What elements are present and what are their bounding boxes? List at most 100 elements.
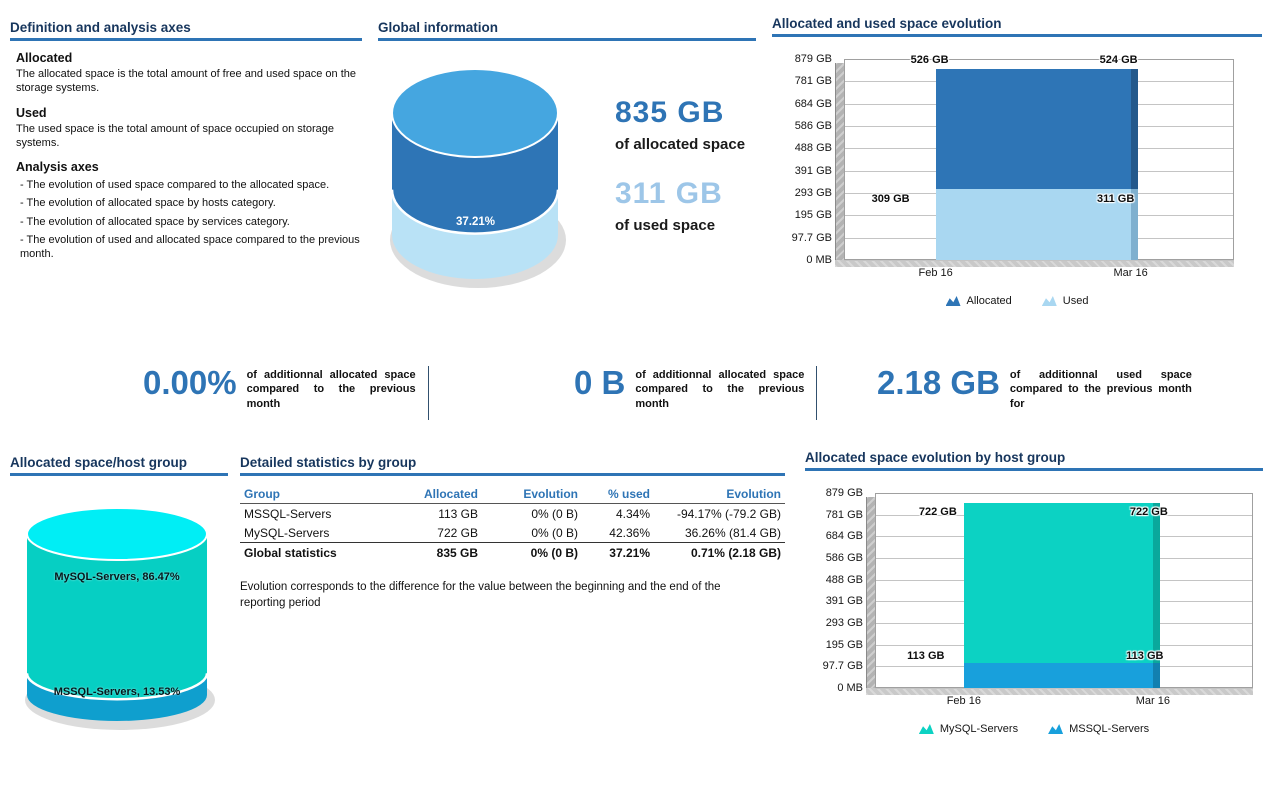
host-evolution-chart-title: Allocated space evolution by host group <box>805 450 1263 471</box>
table-row: MySQL-Servers 722 GB 0% (0 B) 42.36% 36.26% … <box>240 523 785 543</box>
series-block-mssql-servers <box>963 662 1153 688</box>
table-column-header: Allocated <box>382 484 482 504</box>
y-axis-tick-label: 195 GB <box>825 638 863 651</box>
analysis-axes-list: - The evolution of used space compared t… <box>10 178 362 261</box>
chart-left-wall-3d <box>866 497 875 695</box>
legend-label: Allocated <box>966 295 1012 307</box>
legend-item: MySQL-Servers <box>918 723 1018 735</box>
y-axis-tick-label: 391 GB <box>794 164 832 177</box>
stat-additional-allocated-percent: 0.00% of additionnal allocated space com… <box>143 365 429 420</box>
global-information-title: Global information <box>378 20 756 41</box>
allocated-total-caption: of allocated space <box>615 136 746 153</box>
used-percent-label: 37.21% <box>455 216 495 228</box>
host-evolution-chart-legend: MySQL-Servers MSSQL-Servers <box>805 723 1263 735</box>
y-axis-tick-label: 879 GB <box>794 53 832 65</box>
host-group-pie-section: Allocated space/host group MySQL-Servers… <box>10 455 228 730</box>
grid-line <box>875 493 1253 494</box>
y-axis-tick-label: 586 GB <box>794 120 832 132</box>
y-axis-tick-label: 97.7 GB <box>791 231 832 244</box>
used-definition: The used space is the total amount of sp… <box>16 122 334 149</box>
evolution-chart-title: Allocated and used space evolution <box>772 16 1262 37</box>
cylinder-top-face <box>26 507 208 561</box>
y-axis-tick-label: 0 MB <box>837 682 863 694</box>
chart-left-wall-3d <box>835 63 844 267</box>
table-cell: 0% (0 B) <box>482 542 582 562</box>
table-header-row: Group Allocated Evolution% used Evolution <box>240 484 785 504</box>
table-cell: 0% (0 B) <box>531 525 578 540</box>
table-row: MSSQL-Servers 113 GB 0% (0 B) 4.34% -94.17% … <box>240 504 785 524</box>
stat-caption: of additionnal allocated space compared … <box>635 366 818 420</box>
host-group-cylinder-chart: MySQL-Servers, 86.47% MSSQL-Servers, 13.… <box>12 497 222 735</box>
mysql-slice-label: MySQL-Servers, 86.47% <box>54 571 180 583</box>
y-axis-tick-label: 781 GB <box>825 508 863 521</box>
analysis-axis-item: - The evolution of used and allocated sp… <box>20 234 360 261</box>
table-cell: 835 GB <box>382 542 482 562</box>
stat-caption: of additionnal allocated space compared … <box>247 366 429 420</box>
global-information-section: Global information 37.21% 835 GB of allo… <box>378 20 756 288</box>
table-column-header: % used <box>582 484 654 504</box>
allocated-used-evolution-chart: 879 GB 781 GB 684 GB 586 GB 488 GB 391 GB 293 … <box>772 45 1262 287</box>
table-cell: 722 GB <box>437 525 478 540</box>
series-block-mysql-servers <box>963 502 1153 663</box>
legend-item: Allocated <box>945 295 1012 307</box>
table-cell: Global statistics <box>240 542 382 562</box>
y-axis-tick-label: 293 GB <box>794 187 832 199</box>
series-block-shadow <box>1130 189 1138 260</box>
series-marker-icon <box>1048 724 1064 734</box>
x-axis-tick-label: Feb 16 <box>946 695 981 707</box>
allocated-definition: The allocated space is the total amount … <box>16 68 357 95</box>
grid-line <box>844 59 1234 60</box>
y-axis-tick-label: 684 GB <box>794 97 832 110</box>
stat-additional-allocated-bytes: 0 B of additionnal allocated space compa… <box>574 364 818 420</box>
cylinder-gauge-svg <box>390 68 566 288</box>
table-cell: 0.71% (2.18 GB) <box>654 542 785 562</box>
cylinder-slice <box>392 113 558 234</box>
group-statistics-table: Group Allocated Evolution% used Evolution M… <box>240 484 785 562</box>
used-heading: Used <box>16 105 47 120</box>
table-cell: MySQL-Servers <box>244 525 330 540</box>
used-total-value: 311 GB <box>615 177 723 210</box>
y-axis-tick-label: 293 GB <box>825 617 863 629</box>
detailed-statistics-section: Detailed statistics by group Group Alloca… <box>240 455 785 611</box>
stat-value: 0 B <box>574 364 626 401</box>
data-point-label: 311 GB <box>1096 192 1135 205</box>
mssql-slice-label: MSSQL-Servers, 13.53% <box>53 686 181 698</box>
y-axis-tick-label: 488 GB <box>794 142 832 155</box>
series-marker-icon <box>918 724 934 734</box>
allocated-used-evolution-section: Allocated and used space evolution 879 G… <box>772 16 1262 307</box>
data-point-label: 722 GB <box>1129 505 1168 518</box>
slice-separator <box>390 189 560 235</box>
legend-item: MSSQL-Servers <box>1048 723 1149 735</box>
table-cell: MSSQL-Servers <box>244 506 332 521</box>
evolution-chart-legend: Allocated Used <box>772 295 1262 307</box>
y-axis-tick-label: 391 GB <box>825 595 863 608</box>
definitions-title: Definition and analysis axes <box>10 20 362 41</box>
data-point-label: 113 GB <box>1126 649 1164 662</box>
analysis-axis-item: - The evolution of used space compared t… <box>20 179 330 192</box>
table-note: Evolution corresponds to the difference … <box>240 581 721 609</box>
grid-line <box>875 688 1253 689</box>
y-axis-tick-label: 488 GB <box>825 573 863 586</box>
table-cell: 4.34% <box>615 506 650 521</box>
used-total-caption: of used space <box>615 217 716 234</box>
host-group-evolution-chart: 879 GB 781 GB 684 GB 586 GB 488 GB 391 GB 293 … <box>805 479 1263 715</box>
x-axis-tick-label: Feb 16 <box>918 267 953 279</box>
table-cell: 37.21% <box>582 542 654 562</box>
analysis-axis-item: - The evolution of allocated space by se… <box>20 215 290 228</box>
cylinder-slice <box>27 673 207 721</box>
global-totals: 835 GB of allocated space 311 GB of used… <box>615 98 765 260</box>
x-axis-tick-label: Mar 16 <box>1113 267 1148 279</box>
y-axis-tick-label: 879 GB <box>825 487 863 499</box>
data-point-label: 309 GB <box>871 193 910 206</box>
definitions-section: Definition and analysis axes Allocated T… <box>10 20 362 266</box>
series-block-shadow <box>1152 662 1160 688</box>
analysis-axes-heading: Analysis axes <box>16 160 99 175</box>
series-marker-icon <box>1041 296 1057 306</box>
table-cell: 0% (0 B) <box>531 506 578 521</box>
y-axis-tick-label: 195 GB <box>794 209 832 222</box>
table-column-header: Evolution <box>482 484 582 504</box>
stat-value: 2.18 GB <box>877 364 1000 401</box>
grid-line <box>844 260 1234 261</box>
analysis-axis-item: - The evolution of allocated space by ho… <box>20 197 276 210</box>
series-block-used <box>935 189 1131 260</box>
